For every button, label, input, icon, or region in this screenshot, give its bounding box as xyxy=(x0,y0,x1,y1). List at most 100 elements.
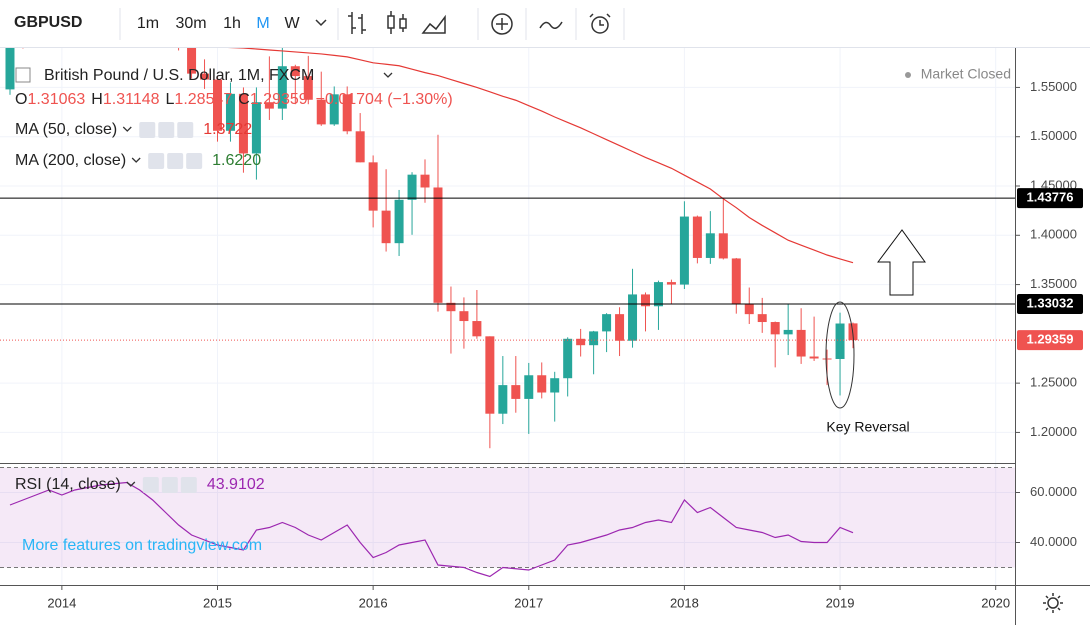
ohlc-key: C xyxy=(238,91,250,108)
indicator-name: MA (50, close) xyxy=(15,121,117,138)
indicator-menu[interactable] xyxy=(131,157,141,163)
candle-body xyxy=(485,336,495,414)
ohlc-value: 1.28547 xyxy=(174,91,232,108)
ohlc-change: −0.01704 (−1.30%) xyxy=(316,91,453,108)
candle-body xyxy=(589,331,599,346)
ohlc-key: H xyxy=(91,91,103,108)
axes: 2014 2015 2016 2017 2018 2019 2020 1.55000 1.500… xyxy=(47,79,1083,610)
candle-body xyxy=(303,76,313,100)
x-tick-label: 2015 xyxy=(203,595,232,610)
area-icon[interactable] xyxy=(421,14,446,34)
x-tick-label: 2020 xyxy=(981,595,1010,610)
candle-body xyxy=(225,93,235,131)
annotation: Key Reversal xyxy=(826,419,909,435)
candle-body xyxy=(498,385,508,414)
rsi-band-group xyxy=(0,467,1015,568)
status-dot xyxy=(905,72,911,78)
toolbar-separators xyxy=(119,8,625,40)
candle-body xyxy=(666,282,676,285)
candle-body xyxy=(835,323,845,359)
candle-body xyxy=(731,258,741,305)
chart-title: British Pound / U.S. Dollar, 1M, FXCM xyxy=(44,67,314,84)
bars-icon[interactable] xyxy=(348,12,366,34)
indicator-button[interactable] xyxy=(139,122,156,138)
compare-icon[interactable] xyxy=(539,21,563,29)
indicator-button[interactable] xyxy=(180,477,197,493)
series-line xyxy=(9,481,854,578)
candle-body xyxy=(653,282,663,307)
interval-menu[interactable] xyxy=(315,19,327,27)
price-label: 1.29359 xyxy=(1027,332,1074,347)
indicator-value: 1.6220 xyxy=(212,152,261,169)
interval[interactable]: W xyxy=(284,15,300,32)
candle-body xyxy=(368,162,378,211)
indicator-menu[interactable] xyxy=(126,481,136,487)
price-label-box xyxy=(1017,188,1083,209)
indicators-icon[interactable] xyxy=(491,13,513,35)
candle-body xyxy=(615,314,625,341)
intervals: 1m 30m 1h M W xyxy=(137,15,301,32)
candle-body xyxy=(563,338,573,379)
candle-body xyxy=(316,99,326,125)
indicator-button[interactable] xyxy=(186,153,203,169)
indicator-button[interactable] xyxy=(142,477,159,493)
interval[interactable]: 30m xyxy=(175,15,206,32)
y-tick-label: 1.50000 xyxy=(1030,128,1077,143)
indicator-button[interactable] xyxy=(177,122,194,138)
indicator-value: 43.9102 xyxy=(207,476,265,493)
candle-body xyxy=(446,302,456,312)
candle-body xyxy=(718,233,728,259)
candle-body xyxy=(290,66,300,77)
series-line xyxy=(227,48,854,264)
candle-body xyxy=(472,321,482,337)
candle-body xyxy=(213,79,222,131)
market-status: Market Closed xyxy=(921,66,1011,82)
collapse-icon[interactable] xyxy=(15,67,31,83)
y-tick-label: 60.0000 xyxy=(1030,484,1077,499)
candle-body xyxy=(238,93,248,154)
candle-body xyxy=(744,304,754,315)
x-tick-label: 2019 xyxy=(826,595,855,610)
candle-body xyxy=(187,48,197,74)
y-tick-label: 40.0000 xyxy=(1030,534,1077,549)
indicator-button[interactable] xyxy=(161,477,178,493)
candle-body xyxy=(200,73,210,80)
indicator-button[interactable] xyxy=(167,153,184,169)
settings-icon[interactable] xyxy=(1043,593,1063,613)
candle-body xyxy=(407,174,417,200)
price-label-box xyxy=(1017,293,1083,314)
candles-icon[interactable] xyxy=(387,11,407,34)
candle-body xyxy=(550,378,560,393)
indicator-menu[interactable] xyxy=(122,126,132,132)
candle-body xyxy=(355,131,365,163)
indicator-button[interactable] xyxy=(158,122,175,138)
ohlc-key: L xyxy=(166,91,175,108)
candle-body xyxy=(329,94,339,125)
y-tick-label: 1.25000 xyxy=(1030,375,1077,390)
up-arrow xyxy=(877,229,926,296)
interval[interactable]: 1h xyxy=(223,15,241,32)
candle-body xyxy=(770,322,780,335)
interval[interactable]: M xyxy=(256,15,269,32)
y-tick-label: 1.35000 xyxy=(1030,276,1077,291)
symbol[interactable]: GBPUSD xyxy=(14,14,82,31)
alert-icon[interactable] xyxy=(591,16,609,34)
x-tick-label: 2017 xyxy=(514,595,543,610)
candle-body xyxy=(705,233,715,258)
ohlc-value: 1.31148 xyxy=(103,91,160,108)
candle-body xyxy=(796,329,806,357)
interval[interactable]: 1m xyxy=(137,15,159,32)
title-menu[interactable] xyxy=(383,72,393,78)
x-tick-label: 2016 xyxy=(359,595,388,610)
y-tick-label: 1.55000 xyxy=(1030,79,1077,94)
candle-body xyxy=(692,216,702,258)
price-label: 1.43776 xyxy=(1027,190,1074,205)
indicator-button[interactable] xyxy=(148,153,165,169)
indicator-value: 1.3722 xyxy=(203,121,252,138)
candle-body xyxy=(264,102,274,109)
legend: O 1.31063 H 1.31148 L 1.28547 C 1.29359 −0.01704… xyxy=(15,91,453,493)
watermark[interactable]: More features on tradingview.com xyxy=(22,537,262,554)
toolbar-icons xyxy=(348,11,611,35)
